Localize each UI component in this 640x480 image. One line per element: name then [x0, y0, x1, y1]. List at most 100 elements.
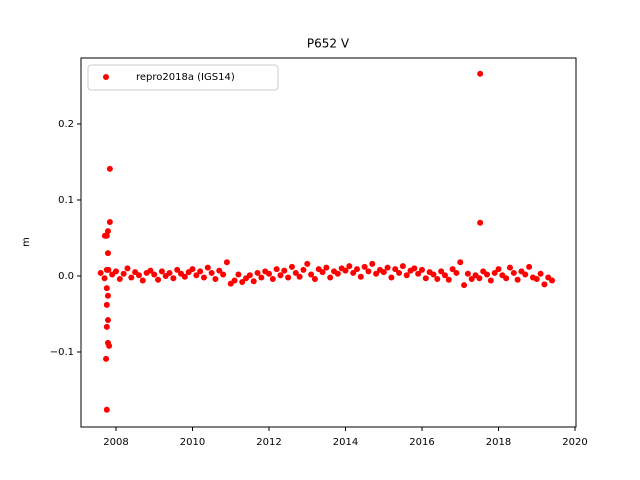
data-point: [419, 266, 426, 273]
data-point: [285, 274, 292, 281]
data-point: [361, 263, 368, 270]
y-tick-label: −0.1: [50, 347, 74, 358]
data-point: [495, 266, 502, 273]
data-point: [277, 272, 284, 279]
data-point: [103, 301, 110, 308]
data-point: [514, 276, 521, 283]
data-point: [112, 268, 119, 275]
data-point: [373, 270, 380, 277]
data-point: [453, 269, 460, 276]
data-point: [357, 273, 364, 280]
data-point: [174, 266, 181, 273]
data-point: [124, 265, 131, 272]
data-point: [281, 267, 288, 274]
data-point: [487, 277, 494, 284]
data-point: [200, 274, 207, 281]
data-point: [269, 276, 276, 283]
data-point: [204, 264, 211, 271]
data-point: [323, 264, 330, 271]
data-point: [388, 274, 395, 281]
data-point: [101, 275, 108, 282]
data-point: [510, 269, 517, 276]
data-point: [422, 275, 429, 282]
data-point: [533, 276, 540, 283]
data-point: [103, 406, 110, 413]
x-tick-label: 2016: [409, 437, 434, 448]
data-point: [181, 273, 188, 280]
data-point: [147, 267, 154, 274]
y-tick-label: 0.0: [58, 271, 74, 282]
data-point: [208, 269, 215, 276]
data-point: [300, 266, 307, 273]
x-tick-label: 2018: [486, 437, 511, 448]
legend-marker: [103, 74, 109, 80]
data-point: [288, 263, 295, 270]
data-point: [104, 250, 111, 257]
data-point: [438, 268, 445, 275]
data-point: [353, 266, 360, 273]
y-axis-label: m: [21, 237, 32, 247]
data-point: [155, 276, 162, 283]
x-tick-label: 2010: [180, 437, 205, 448]
x-tick-label: 2012: [256, 437, 281, 448]
legend-box: [87, 64, 279, 91]
data-point: [334, 270, 341, 277]
data-point: [380, 269, 387, 276]
data-point: [457, 259, 464, 266]
data-point: [342, 267, 349, 274]
data-point: [430, 271, 437, 278]
data-point: [396, 269, 403, 276]
data-point: [120, 270, 127, 277]
y-tick-label: 0.2: [58, 119, 74, 130]
data-point: [403, 272, 410, 279]
chart-title: P652 V: [307, 37, 350, 51]
data-point: [103, 266, 110, 273]
data-point: [258, 274, 265, 281]
data-point: [491, 269, 498, 276]
data-point: [104, 228, 111, 235]
data-point: [484, 271, 491, 278]
data-point: [445, 276, 452, 283]
data-point: [506, 264, 513, 271]
data-point: [103, 355, 110, 362]
data-point: [220, 271, 227, 278]
data-point: [239, 279, 246, 286]
x-tick-label: 2020: [562, 437, 587, 448]
data-point: [216, 267, 223, 274]
data-point: [537, 270, 544, 277]
data-point: [116, 276, 123, 283]
data-point: [231, 277, 238, 284]
data-point: [106, 219, 113, 226]
data-point: [223, 259, 230, 266]
data-point: [308, 271, 315, 278]
data-point: [304, 260, 311, 267]
data-point: [151, 271, 158, 278]
data-point: [541, 281, 548, 288]
data-point: [399, 263, 406, 270]
data-point: [319, 269, 326, 276]
data-point: [135, 272, 142, 279]
x-tick-label: 2014: [333, 437, 358, 448]
data-point: [441, 272, 448, 279]
data-point: [166, 269, 173, 276]
legend-label: repro2018a (IGS14): [136, 72, 235, 83]
data-point: [346, 263, 353, 270]
plot-frame: [80, 57, 577, 428]
data-point: [197, 268, 204, 275]
y-tick-label: 0.1: [58, 195, 74, 206]
data-point: [384, 264, 391, 271]
data-point: [449, 266, 456, 273]
data-point: [212, 276, 219, 283]
data-point: [476, 275, 483, 282]
data-point: [193, 272, 200, 279]
data-point: [311, 276, 318, 283]
data-point: [526, 263, 533, 270]
data-point: [189, 266, 196, 273]
data-point: [101, 232, 108, 239]
data-point: [104, 292, 111, 299]
data-point: [139, 277, 146, 284]
data-point: [549, 277, 556, 284]
data-point: [350, 269, 357, 276]
data-point: [254, 269, 261, 276]
